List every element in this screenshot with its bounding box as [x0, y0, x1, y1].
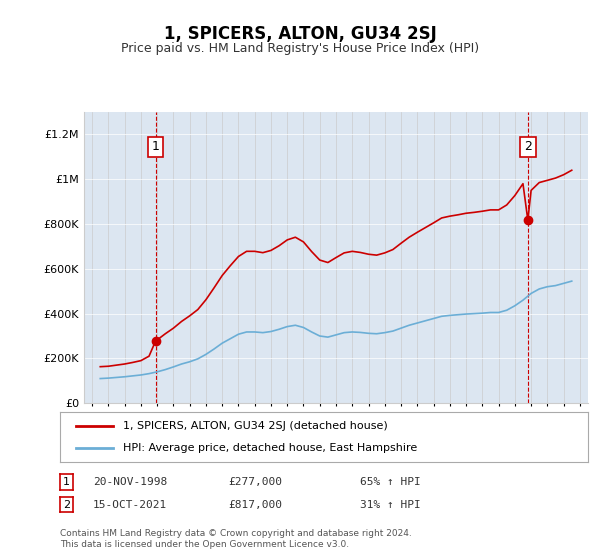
Text: £277,000: £277,000 [228, 477, 282, 487]
Text: 2: 2 [524, 141, 532, 153]
Text: 15-OCT-2021: 15-OCT-2021 [93, 500, 167, 510]
Text: Contains HM Land Registry data © Crown copyright and database right 2024.
This d: Contains HM Land Registry data © Crown c… [60, 529, 412, 549]
Text: 1: 1 [63, 477, 70, 487]
Text: 31% ↑ HPI: 31% ↑ HPI [360, 500, 421, 510]
Text: Price paid vs. HM Land Registry's House Price Index (HPI): Price paid vs. HM Land Registry's House … [121, 42, 479, 55]
Text: HPI: Average price, detached house, East Hampshire: HPI: Average price, detached house, East… [124, 443, 418, 453]
Text: 1, SPICERS, ALTON, GU34 2SJ: 1, SPICERS, ALTON, GU34 2SJ [164, 25, 436, 43]
Text: 1, SPICERS, ALTON, GU34 2SJ (detached house): 1, SPICERS, ALTON, GU34 2SJ (detached ho… [124, 421, 388, 431]
Text: £817,000: £817,000 [228, 500, 282, 510]
Text: 1: 1 [152, 141, 160, 153]
Text: 65% ↑ HPI: 65% ↑ HPI [360, 477, 421, 487]
Text: 20-NOV-1998: 20-NOV-1998 [93, 477, 167, 487]
Text: 2: 2 [63, 500, 70, 510]
